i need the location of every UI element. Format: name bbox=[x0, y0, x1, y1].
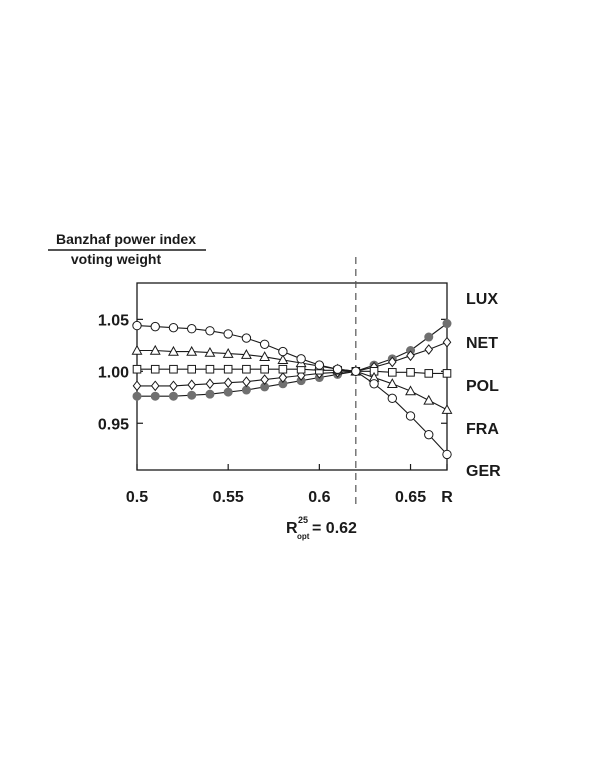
data-point-net bbox=[205, 378, 215, 390]
series-label-fra: FRA bbox=[466, 421, 499, 438]
data-point-ger bbox=[369, 379, 379, 389]
data-point-pol bbox=[205, 364, 215, 374]
data-point-net bbox=[406, 350, 415, 362]
data-point-net bbox=[187, 379, 197, 391]
data-point-fra bbox=[222, 348, 234, 358]
series-line-pol bbox=[137, 368, 447, 374]
data-point-pol bbox=[278, 364, 288, 374]
y-tick-label: 1.05 bbox=[98, 312, 129, 329]
data-point-lux bbox=[424, 332, 434, 342]
series-pol bbox=[132, 364, 452, 378]
series-label-lux: LUX bbox=[466, 291, 498, 308]
data-point-net bbox=[150, 380, 160, 392]
x-tick-label: R bbox=[441, 489, 453, 506]
data-point-pol bbox=[223, 364, 233, 374]
series-ger bbox=[132, 320, 452, 460]
data-point-ger bbox=[442, 449, 452, 460]
y-axis-title-denominator: voting weight bbox=[71, 251, 162, 267]
y-tick-label: 1.00 bbox=[98, 364, 129, 381]
data-point-fra bbox=[240, 349, 252, 359]
data-point-pol bbox=[442, 369, 452, 378]
data-point-ger bbox=[387, 393, 397, 404]
data-point-net bbox=[169, 380, 178, 392]
series-label-net: NET bbox=[466, 335, 498, 352]
data-point-fra bbox=[131, 344, 143, 355]
data-point-pol bbox=[169, 364, 178, 374]
data-point-net bbox=[278, 372, 288, 383]
data-point-pol bbox=[406, 368, 415, 377]
data-point-net bbox=[223, 377, 233, 389]
data-point-pol bbox=[387, 368, 397, 377]
data-point-ger bbox=[187, 324, 197, 334]
data-point-fra bbox=[405, 385, 416, 396]
data-point-ger bbox=[332, 364, 343, 374]
data-point-net bbox=[442, 336, 452, 348]
data-point-ger bbox=[241, 333, 252, 343]
data-point-pol bbox=[260, 364, 269, 374]
x-tick-label: 0.55 bbox=[213, 489, 244, 506]
series-line-ger bbox=[136, 325, 448, 455]
data-point-lux bbox=[187, 390, 197, 400]
data-point-lux bbox=[241, 385, 251, 395]
y-tick-label: 0.95 bbox=[98, 416, 129, 433]
y-axis-title-numerator: Banzhaf power index bbox=[56, 231, 196, 247]
data-point-ger bbox=[168, 322, 179, 333]
data-point-net bbox=[424, 344, 434, 355]
x-tick-label: 0.6 bbox=[308, 489, 330, 506]
data-point-lux bbox=[168, 391, 178, 401]
data-point-ger bbox=[223, 329, 233, 339]
x-tick-label: 0.65 bbox=[395, 489, 426, 506]
data-point-ger bbox=[296, 354, 306, 364]
series-lux bbox=[132, 319, 452, 401]
data-point-lux bbox=[223, 387, 233, 397]
data-point-fra bbox=[149, 344, 161, 355]
data-point-fra bbox=[386, 378, 398, 388]
data-point-ger bbox=[424, 429, 434, 440]
data-point-net bbox=[132, 380, 142, 392]
data-point-fra bbox=[277, 354, 289, 365]
data-point-pol bbox=[187, 364, 197, 374]
data-point-fra bbox=[168, 345, 179, 356]
x-tick-label: 0.5 bbox=[126, 489, 148, 506]
data-point-ger bbox=[259, 339, 270, 349]
series-fra bbox=[131, 344, 453, 414]
data-point-lux bbox=[132, 391, 142, 401]
data-point-ger bbox=[405, 411, 416, 421]
series-labels: LUX NET POL FRA GER bbox=[466, 291, 501, 480]
series-layer bbox=[131, 319, 453, 460]
data-point-pol bbox=[424, 369, 434, 378]
data-point-net bbox=[296, 370, 306, 381]
data-point-pol bbox=[150, 364, 160, 374]
r-opt-base: R bbox=[286, 520, 298, 537]
data-point-lux bbox=[205, 389, 215, 399]
data-point-ger bbox=[205, 326, 215, 336]
data-point-lux bbox=[442, 319, 452, 329]
data-point-net bbox=[260, 374, 269, 386]
r-opt-superscript: 25 bbox=[298, 515, 308, 525]
series-label-pol: POL bbox=[466, 378, 499, 395]
data-point-pol bbox=[132, 364, 142, 374]
data-point-ger bbox=[150, 321, 160, 332]
r-opt-value: = 0.62 bbox=[312, 520, 357, 537]
data-point-ger bbox=[132, 320, 142, 331]
data-point-fra bbox=[441, 404, 453, 414]
r-opt-subscript: opt bbox=[297, 532, 310, 541]
data-point-net bbox=[242, 376, 251, 388]
data-point-pol bbox=[242, 364, 251, 374]
data-point-lux bbox=[150, 391, 160, 401]
data-point-fra bbox=[204, 346, 216, 357]
series-line-net bbox=[137, 341, 448, 387]
data-point-net bbox=[387, 356, 397, 368]
data-point-fra bbox=[186, 345, 198, 356]
data-point-ger bbox=[314, 360, 325, 370]
data-point-fra bbox=[259, 351, 271, 361]
data-point-fra bbox=[423, 394, 435, 405]
series-label-ger: GER bbox=[466, 463, 501, 480]
r-opt-annotation: R 25 opt = 0.62 bbox=[286, 515, 357, 541]
data-point-ger bbox=[351, 366, 361, 377]
data-point-ger bbox=[278, 346, 288, 357]
